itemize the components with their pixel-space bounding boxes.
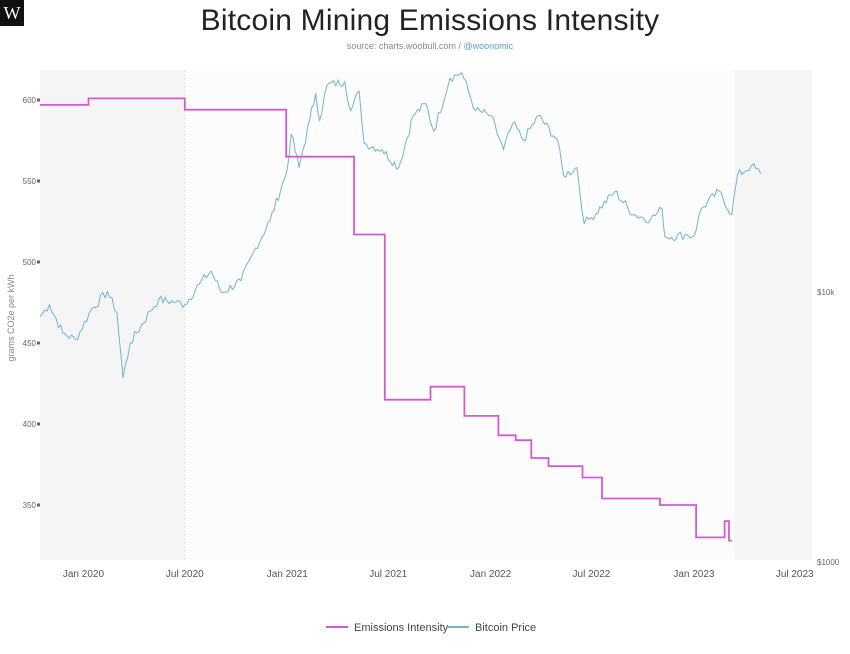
legend-item-bitcoin-price[interactable]: Bitcoin Price (447, 622, 536, 634)
x-tick-label: Jul 2023 (776, 569, 814, 580)
y-tick-label: 450 (23, 339, 37, 348)
y-tick-mark (37, 98, 40, 102)
plot-highlight-band (184, 70, 735, 560)
legend-label: Bitcoin Price (475, 622, 536, 634)
x-tick-label: Jan 2020 (63, 569, 105, 580)
x-tick-label: Jul 2021 (369, 569, 407, 580)
y-tick-mark (37, 260, 40, 264)
y-tick-label: 500 (23, 258, 37, 267)
x-tick-label: Jan 2023 (673, 569, 715, 580)
x-tick-label: Jan 2022 (470, 569, 512, 580)
y-tick-mark (37, 422, 40, 426)
y-tick-label: 400 (23, 420, 37, 429)
chart-title: Bitcoin Mining Emissions Intensity (200, 4, 660, 37)
woobull-logo: W (0, 0, 24, 26)
y-tick-mark (37, 179, 40, 183)
x-tick-label: Jul 2022 (573, 569, 611, 580)
y-tick-mark (37, 503, 40, 507)
series-line-emissions-intensity (40, 97, 732, 542)
source-handle-link[interactable]: @woonomic (463, 41, 514, 51)
y-tick-label: 600 (23, 96, 37, 105)
legend-label: Emissions Intensity (354, 622, 449, 634)
series-line-bitcoin-price (39, 72, 762, 379)
y2-tick-label: $1000 (817, 558, 840, 567)
y-axis-label: grams CO2e per kWh (6, 274, 16, 361)
y-tick-label: 550 (23, 177, 37, 186)
y-tick-label: 350 (23, 501, 37, 510)
legend-item-emissions-intensity[interactable]: Emissions Intensity (326, 622, 449, 634)
x-tick-label: Jul 2020 (166, 569, 204, 580)
y-tick-mark (37, 341, 40, 345)
source-text: source: charts.woobull.com / (346, 41, 461, 51)
y2-tick-label: $10k (817, 288, 835, 297)
x-tick-label: Jan 2021 (267, 569, 309, 580)
chart-subtitle: source: charts.woobull.com / @woonomic (0, 41, 850, 51)
